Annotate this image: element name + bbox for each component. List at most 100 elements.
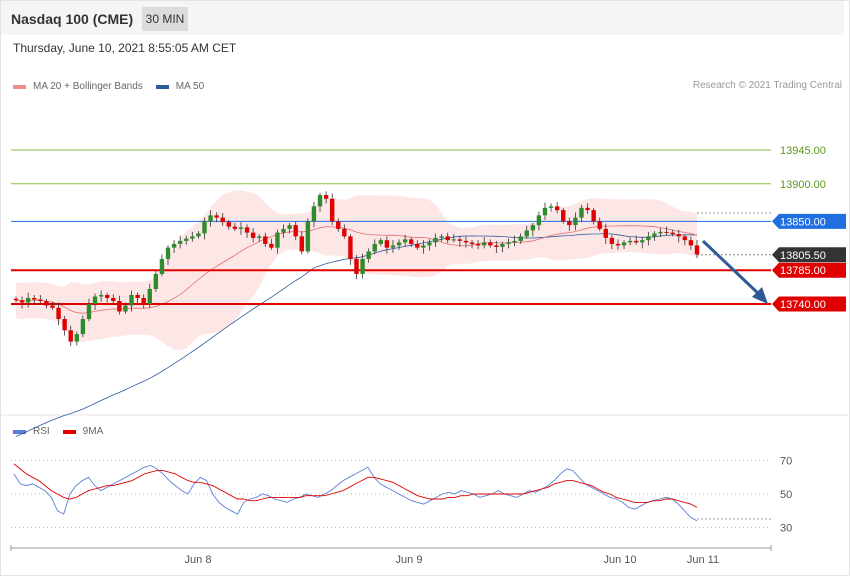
candle-body <box>481 242 487 246</box>
candle-body <box>317 195 323 207</box>
candle-body <box>646 236 651 241</box>
candle-body <box>554 206 560 211</box>
candle-body <box>135 294 140 298</box>
candle-body <box>524 230 529 237</box>
candle-body <box>202 221 207 234</box>
candle-body <box>44 300 49 306</box>
ma50-swatch <box>155 84 169 89</box>
candle-body <box>123 305 128 312</box>
candle-body <box>457 239 463 241</box>
candle-body <box>652 233 657 237</box>
candle-body <box>13 298 19 301</box>
time-tick-label: Jun 11 <box>687 554 719 566</box>
candle-body <box>573 217 578 226</box>
candle-body <box>299 236 304 252</box>
candle-body <box>682 236 688 241</box>
level-label-support: 13740.00 <box>780 299 826 311</box>
candle-body <box>281 228 286 233</box>
level-tag-support <box>772 262 846 278</box>
candle-body <box>305 221 311 252</box>
candle-body <box>670 232 675 235</box>
rsi-ma-swatch <box>62 429 76 434</box>
candle-body <box>366 251 371 259</box>
level-label-support: 13785.00 <box>780 265 826 277</box>
candle-body <box>694 245 700 255</box>
candle-body <box>98 294 104 297</box>
rsi-tick-label: 30 <box>780 523 792 535</box>
chart-header: Nasdaq 100 (CME) 30 MIN <box>1 1 844 35</box>
candle-body <box>329 198 335 222</box>
candle-body <box>342 228 347 237</box>
candle-body <box>232 226 238 229</box>
candle-body <box>38 299 43 301</box>
rsi-tick-label: 50 <box>780 489 792 501</box>
candle-body <box>348 236 353 259</box>
time-tick-label: Jun 9 <box>396 554 423 566</box>
candle-body <box>463 240 469 243</box>
candle-body <box>664 231 669 233</box>
level-tag-support <box>772 296 846 312</box>
candle-body <box>50 305 55 308</box>
rsi-tick-label: 70 <box>780 456 792 468</box>
candle-body <box>475 243 481 246</box>
candle-body <box>275 232 280 248</box>
candle-body <box>542 207 548 216</box>
rsi-series-rsi <box>13 465 698 522</box>
candle-body <box>409 239 414 244</box>
candle-body <box>190 236 195 239</box>
candle-body <box>354 258 359 274</box>
candle-body <box>226 222 232 227</box>
candle-body <box>390 245 396 248</box>
candle-body <box>433 237 438 243</box>
candle-body <box>62 319 67 331</box>
candle-body <box>591 210 596 222</box>
candle-body <box>415 243 420 248</box>
level-label-pivot: 13850.00 <box>780 216 826 228</box>
candle-body <box>567 221 572 226</box>
candle-body <box>244 227 250 233</box>
candle-body <box>68 330 73 342</box>
candle-body <box>159 258 165 274</box>
candle-body <box>269 243 274 248</box>
candle-body <box>92 296 98 304</box>
candle-body <box>117 300 122 312</box>
candle-body <box>323 195 329 199</box>
rsi-ma-legend-label: 9MA <box>82 426 104 437</box>
candle-body <box>129 294 134 306</box>
forecast-arrow-shaft <box>701 239 764 299</box>
candles <box>13 191 700 347</box>
candle-body <box>372 243 377 252</box>
candle-body <box>512 240 517 243</box>
candle-body <box>518 236 523 241</box>
timeframe-button[interactable]: 30 MIN <box>142 7 188 31</box>
candle-body <box>579 207 584 218</box>
candle-body <box>263 236 268 244</box>
candle-body <box>257 236 262 238</box>
forecast-arrow-head <box>752 287 768 304</box>
candle-body <box>177 240 183 244</box>
rsi-swatch <box>13 429 26 434</box>
candle-body <box>548 206 554 208</box>
candle-body <box>208 215 213 222</box>
time-tick-label: Jun 8 <box>185 554 212 566</box>
ma20-line <box>15 225 698 314</box>
candle-body <box>25 297 31 303</box>
candle-body <box>561 210 566 222</box>
candle-body <box>220 217 225 223</box>
ma20-swatch <box>13 84 26 89</box>
last-price-tag <box>772 247 846 263</box>
candle-body <box>171 243 177 248</box>
candle-body <box>536 215 542 226</box>
candle-body <box>688 240 694 246</box>
date-line: Thursday, June 10, 2021 8:55:05 AM CET <box>13 41 237 55</box>
rsi-legend-label: RSI <box>33 426 50 437</box>
time-tick-label: Jun 10 <box>603 554 636 566</box>
candle-body <box>105 294 110 298</box>
candle-body <box>214 215 219 218</box>
candle-body <box>597 221 602 229</box>
rsi-series-9ma <box>13 463 698 508</box>
candle-body <box>530 225 536 231</box>
candle-body <box>603 228 608 238</box>
candle-body <box>494 245 499 247</box>
